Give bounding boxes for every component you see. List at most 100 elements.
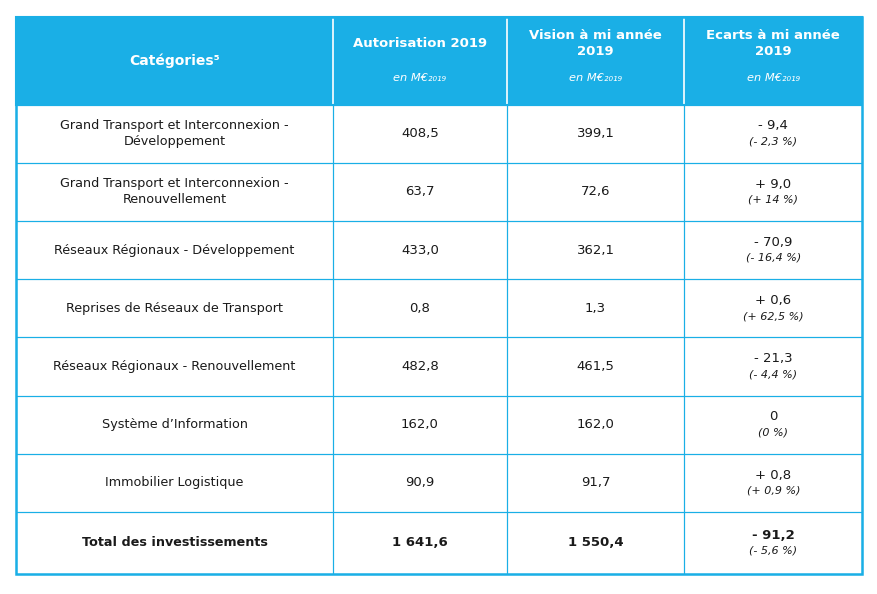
Bar bbox=[506, 105, 684, 163]
Bar bbox=[506, 279, 684, 337]
Bar bbox=[333, 337, 506, 396]
Text: - 21,3: - 21,3 bbox=[753, 352, 792, 365]
Bar bbox=[16, 279, 332, 337]
Text: en M€₂₀₁₉: en M€₂₀₁₉ bbox=[568, 74, 622, 83]
Bar bbox=[16, 512, 332, 574]
Text: Réseaux Régionaux - Développement: Réseaux Régionaux - Développement bbox=[54, 244, 295, 257]
Text: 1,3: 1,3 bbox=[584, 302, 605, 315]
Bar bbox=[16, 105, 332, 163]
Text: (- 5,6 %): (- 5,6 %) bbox=[748, 546, 796, 555]
Text: - 70,9: - 70,9 bbox=[753, 236, 792, 249]
Bar bbox=[506, 163, 684, 221]
Bar bbox=[16, 454, 332, 512]
Text: Système d’Information: Système d’Information bbox=[102, 418, 247, 431]
Text: (- 2,3 %): (- 2,3 %) bbox=[748, 137, 796, 146]
Text: en M€₂₀₁₉: en M€₂₀₁₉ bbox=[746, 74, 799, 83]
Bar bbox=[684, 163, 861, 221]
Text: (- 4,4 %): (- 4,4 %) bbox=[748, 369, 796, 379]
Text: Catégories⁵: Catégories⁵ bbox=[129, 53, 219, 68]
Bar bbox=[16, 221, 332, 279]
Text: en M€₂₀₁₉: en M€₂₀₁₉ bbox=[393, 74, 446, 83]
Bar bbox=[684, 279, 861, 337]
Text: (0 %): (0 %) bbox=[758, 428, 788, 437]
Text: 399,1: 399,1 bbox=[576, 127, 614, 140]
Bar bbox=[333, 105, 506, 163]
Text: 482,8: 482,8 bbox=[401, 360, 438, 373]
Bar bbox=[684, 512, 861, 574]
Text: - 91,2: - 91,2 bbox=[751, 529, 794, 542]
Bar bbox=[16, 17, 861, 105]
Bar bbox=[684, 221, 861, 279]
Bar bbox=[333, 163, 506, 221]
Text: 408,5: 408,5 bbox=[401, 127, 438, 140]
Bar bbox=[333, 163, 506, 221]
Bar bbox=[684, 454, 861, 512]
Text: Ecarts à mi année
2019: Ecarts à mi année 2019 bbox=[706, 30, 839, 58]
Bar bbox=[333, 221, 506, 279]
Text: (- 16,4 %): (- 16,4 %) bbox=[745, 253, 800, 263]
Bar bbox=[684, 337, 861, 396]
Text: 1 550,4: 1 550,4 bbox=[567, 536, 623, 549]
Bar bbox=[16, 17, 861, 105]
Text: + 0,6: + 0,6 bbox=[754, 294, 790, 307]
Text: - 9,4: - 9,4 bbox=[758, 119, 788, 132]
Bar bbox=[16, 105, 332, 163]
Bar bbox=[16, 221, 332, 279]
Bar bbox=[16, 337, 332, 396]
Text: 461,5: 461,5 bbox=[576, 360, 614, 373]
Bar bbox=[506, 396, 684, 454]
Bar bbox=[684, 221, 861, 279]
Bar bbox=[16, 396, 332, 454]
Bar bbox=[506, 221, 684, 279]
Bar bbox=[506, 512, 684, 574]
Bar bbox=[16, 454, 332, 512]
Bar bbox=[16, 337, 332, 396]
Text: 162,0: 162,0 bbox=[576, 418, 614, 431]
Bar bbox=[16, 396, 332, 454]
Bar bbox=[333, 396, 506, 454]
Text: Grand Transport et Interconnexion -
Renouvellement: Grand Transport et Interconnexion - Reno… bbox=[61, 178, 289, 206]
Bar bbox=[506, 337, 684, 396]
Text: Immobilier Logistique: Immobilier Logistique bbox=[105, 476, 244, 489]
Text: 362,1: 362,1 bbox=[576, 244, 614, 257]
Bar bbox=[684, 337, 861, 396]
Text: Vision à mi année
2019: Vision à mi année 2019 bbox=[529, 30, 661, 58]
Text: Reprises de Réseaux de Transport: Reprises de Réseaux de Transport bbox=[66, 302, 282, 315]
Text: 0: 0 bbox=[768, 410, 777, 424]
Text: Réseaux Régionaux - Renouvellement: Réseaux Régionaux - Renouvellement bbox=[53, 360, 296, 373]
Bar bbox=[684, 396, 861, 454]
Text: + 0,8: + 0,8 bbox=[754, 469, 790, 482]
Text: 0,8: 0,8 bbox=[409, 302, 430, 315]
Bar bbox=[333, 396, 506, 454]
Bar bbox=[333, 454, 506, 512]
Bar bbox=[506, 396, 684, 454]
Bar bbox=[506, 105, 684, 163]
Bar bbox=[506, 512, 684, 574]
Bar bbox=[333, 279, 506, 337]
Bar bbox=[333, 221, 506, 279]
Bar bbox=[684, 279, 861, 337]
Bar bbox=[684, 512, 861, 574]
Text: 433,0: 433,0 bbox=[401, 244, 438, 257]
Bar bbox=[333, 512, 506, 574]
Bar bbox=[16, 163, 332, 221]
Text: (+ 0,9 %): (+ 0,9 %) bbox=[745, 486, 799, 495]
Bar bbox=[16, 163, 332, 221]
Bar bbox=[16, 512, 332, 574]
Text: 91,7: 91,7 bbox=[581, 476, 610, 489]
Text: (+ 14 %): (+ 14 %) bbox=[747, 195, 797, 204]
Bar bbox=[16, 279, 332, 337]
Bar bbox=[506, 454, 684, 512]
Bar bbox=[684, 163, 861, 221]
Text: 90,9: 90,9 bbox=[405, 476, 434, 489]
Bar bbox=[506, 337, 684, 396]
Text: Autorisation 2019: Autorisation 2019 bbox=[353, 37, 487, 50]
Text: Grand Transport et Interconnexion -
Développement: Grand Transport et Interconnexion - Déve… bbox=[61, 119, 289, 148]
Text: 63,7: 63,7 bbox=[405, 185, 434, 198]
Text: + 9,0: + 9,0 bbox=[754, 178, 790, 191]
Bar bbox=[684, 105, 861, 163]
Bar bbox=[333, 105, 506, 163]
Bar bbox=[333, 454, 506, 512]
Text: 162,0: 162,0 bbox=[401, 418, 438, 431]
Bar bbox=[684, 454, 861, 512]
